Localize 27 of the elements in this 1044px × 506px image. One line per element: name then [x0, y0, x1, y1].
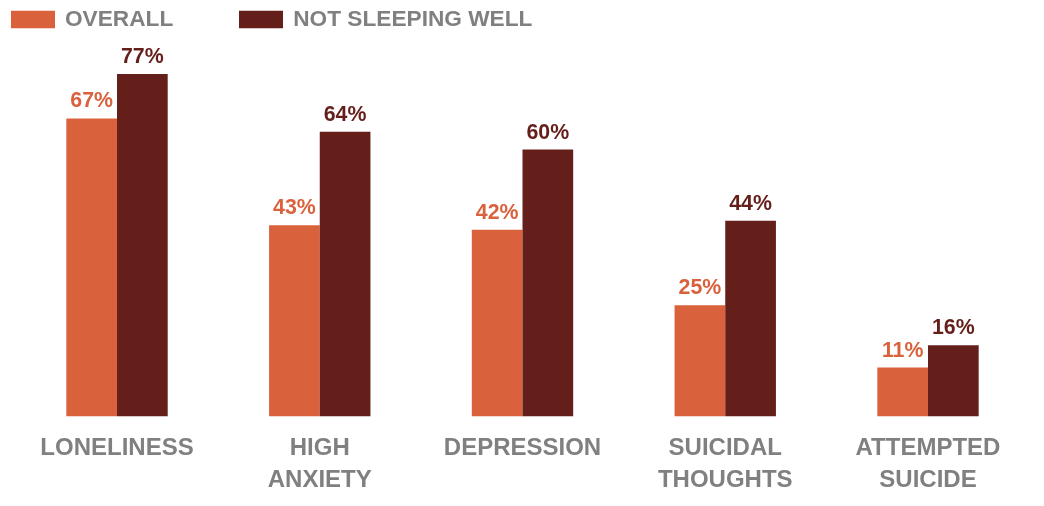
x-tick-label: SUICIDAL THOUGHTS: [657, 432, 793, 492]
bar: [927, 345, 979, 417]
data-label: 60%: [526, 119, 570, 144]
data-label: 16%: [931, 315, 975, 340]
data-label: 43%: [273, 195, 316, 220]
bar: [319, 131, 371, 417]
data-label: 64%: [323, 101, 367, 126]
bar: [471, 229, 523, 417]
data-label: 44%: [729, 190, 772, 215]
data-label: 42%: [475, 199, 519, 224]
x-tick-label: LONELINESS: [40, 432, 194, 460]
bar: [117, 74, 168, 417]
bar: [522, 149, 574, 417]
legend-label: NOT SLEEPING WELL: [293, 5, 533, 32]
x-tick-label: ATTEMPTED SUICIDE: [855, 432, 1001, 492]
bar: [66, 118, 118, 417]
data-label: 25%: [678, 275, 722, 300]
data-label: 11%: [881, 337, 924, 362]
legend-label: OVERALL: [65, 5, 174, 32]
data-label: 77%: [121, 44, 164, 68]
x-tick-label: DEPRESSION: [443, 432, 602, 460]
bar: [877, 367, 928, 417]
bar: [674, 305, 726, 417]
bar: [269, 225, 320, 417]
data-label: 67%: [70, 88, 114, 113]
x-tick-label: HIGH ANXIETY: [267, 432, 372, 492]
bar: [725, 220, 776, 417]
